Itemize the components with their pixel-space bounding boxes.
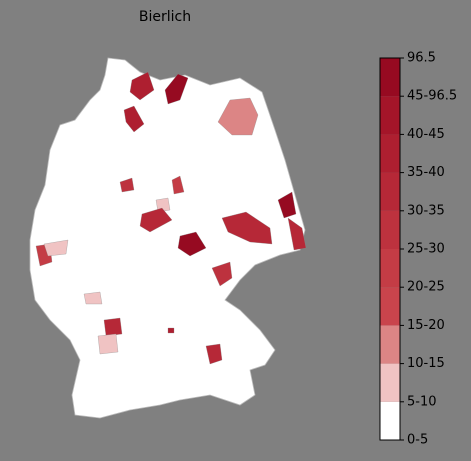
region [119,177,135,193]
region [217,97,259,136]
colorbar-label: 10-15 [407,356,445,371]
colorbar-segment [380,287,400,326]
colorbar-segment [380,401,400,440]
region-shapes [35,71,307,365]
region [164,73,189,105]
region [171,175,185,195]
colorbar-label: 30-35 [407,203,445,218]
colorbar-segment [380,210,400,249]
region [277,191,297,219]
region [155,197,171,213]
region [221,211,273,245]
region [43,239,69,257]
colorbar-label: 35-40 [407,165,445,180]
colorbar-label: 40-45 [407,127,445,142]
country-shape [29,57,306,419]
region [177,231,207,257]
colorbar: 0-5 5-10 10-15 15-20 20-25 25-30 30-35 35-40 40-… [379,51,457,448]
colorbar-segment [380,249,400,288]
colorbar-label: 45-96.5 [407,89,457,104]
region [167,327,175,334]
colorbar-segment [380,96,400,135]
colorbar-segment [380,58,400,97]
colorbar-label: 96.5 [407,51,436,66]
region [83,291,103,305]
colorbar-label: 25-30 [407,242,445,257]
colorbar-segment [380,134,400,173]
colorbar-label: 15-20 [407,318,445,333]
region [103,317,123,337]
region [97,333,119,355]
region [139,207,173,233]
map-title: Bierlich [139,9,191,25]
colorbar-segment [380,363,400,402]
colorbar-label: 5-10 [407,394,437,409]
region [205,343,223,365]
colorbar-segment [380,172,400,211]
region [129,71,155,101]
germany-map [29,57,307,419]
colorbar-segment [380,325,400,364]
region [211,261,233,287]
region [123,105,145,133]
colorbar-label: 0-5 [407,433,428,448]
region [287,217,307,251]
colorbar-label: 20-25 [407,280,445,295]
